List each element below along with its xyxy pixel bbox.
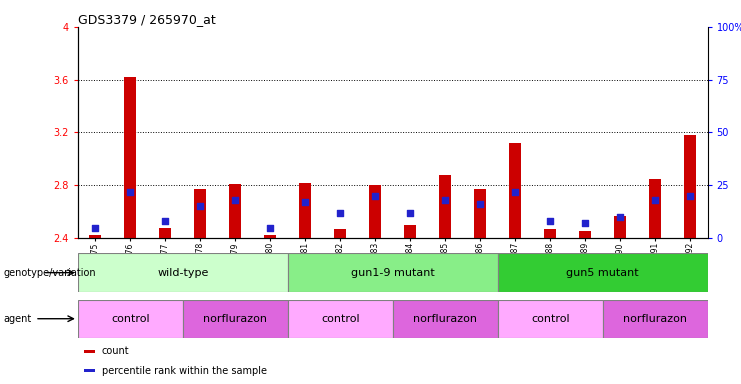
Bar xyxy=(84,350,96,353)
Bar xyxy=(124,77,136,238)
Point xyxy=(405,210,416,216)
Point xyxy=(334,210,346,216)
Point xyxy=(649,197,661,203)
Point xyxy=(579,220,591,226)
Bar xyxy=(614,216,626,238)
Bar xyxy=(393,300,498,338)
Text: wild-type: wild-type xyxy=(157,268,208,278)
Text: gun1-9 mutant: gun1-9 mutant xyxy=(350,268,435,278)
Point xyxy=(229,197,241,203)
Point xyxy=(159,218,171,224)
Text: norflurazon: norflurazon xyxy=(623,314,687,324)
Point xyxy=(509,189,521,195)
Point xyxy=(544,218,556,224)
Point xyxy=(90,224,102,230)
Bar xyxy=(602,300,708,338)
Bar xyxy=(159,227,171,238)
Bar xyxy=(288,300,393,338)
Text: count: count xyxy=(102,346,130,356)
Bar xyxy=(474,189,486,238)
Text: agent: agent xyxy=(4,314,32,324)
Bar xyxy=(229,184,242,238)
Bar xyxy=(78,300,183,338)
Bar xyxy=(288,253,498,292)
Bar xyxy=(649,179,661,238)
Bar xyxy=(684,135,697,238)
Text: control: control xyxy=(111,314,150,324)
Bar xyxy=(194,189,207,238)
Point xyxy=(684,193,696,199)
Bar xyxy=(89,235,102,238)
Text: gun5 mutant: gun5 mutant xyxy=(566,268,639,278)
Point xyxy=(124,189,136,195)
Text: genotype/variation: genotype/variation xyxy=(4,268,96,278)
Point xyxy=(439,197,451,203)
Bar xyxy=(183,300,288,338)
Point xyxy=(614,214,626,220)
Text: norflurazon: norflurazon xyxy=(203,314,268,324)
Bar xyxy=(299,183,311,238)
Bar xyxy=(334,229,346,238)
Text: percentile rank within the sample: percentile rank within the sample xyxy=(102,366,267,376)
Point xyxy=(299,199,311,205)
Point xyxy=(474,201,486,207)
Bar xyxy=(579,232,591,238)
Bar xyxy=(498,253,708,292)
Bar xyxy=(404,225,416,238)
Text: control: control xyxy=(531,314,570,324)
Bar xyxy=(509,143,522,238)
Bar xyxy=(78,253,288,292)
Text: control: control xyxy=(321,314,359,324)
Bar xyxy=(264,235,276,238)
Point xyxy=(265,224,276,230)
Bar xyxy=(369,185,382,238)
Bar xyxy=(544,229,556,238)
Bar xyxy=(84,369,96,372)
Bar xyxy=(439,175,451,238)
Text: norflurazon: norflurazon xyxy=(413,314,477,324)
Bar xyxy=(498,300,602,338)
Point xyxy=(194,204,206,210)
Point xyxy=(369,193,381,199)
Text: GDS3379 / 265970_at: GDS3379 / 265970_at xyxy=(78,13,216,26)
